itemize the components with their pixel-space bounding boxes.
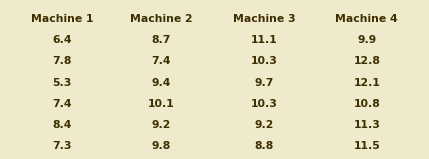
Text: 9.9: 9.9 [357, 35, 376, 45]
Text: 12.1: 12.1 [353, 78, 380, 88]
Text: 10.3: 10.3 [251, 56, 277, 66]
Text: 9.2: 9.2 [254, 120, 274, 130]
Text: 11.5: 11.5 [353, 141, 380, 151]
Text: 7.3: 7.3 [52, 141, 72, 151]
Text: 10.8: 10.8 [353, 99, 380, 109]
Text: 10.3: 10.3 [251, 99, 277, 109]
Text: 7.8: 7.8 [52, 56, 72, 66]
Text: 10.1: 10.1 [148, 99, 174, 109]
Text: 11.1: 11.1 [251, 35, 277, 45]
Text: Machine 1: Machine 1 [31, 14, 94, 24]
Text: 11.3: 11.3 [353, 120, 380, 130]
Text: Machine 4: Machine 4 [335, 14, 398, 24]
Text: 8.4: 8.4 [52, 120, 72, 130]
Text: 9.4: 9.4 [151, 78, 171, 88]
Text: 9.2: 9.2 [151, 120, 171, 130]
Text: Machine 2: Machine 2 [130, 14, 192, 24]
Text: Machine 3: Machine 3 [233, 14, 295, 24]
Text: 12.8: 12.8 [353, 56, 380, 66]
Text: 7.4: 7.4 [151, 56, 171, 66]
Text: 7.4: 7.4 [52, 99, 72, 109]
Text: 8.8: 8.8 [254, 141, 273, 151]
Text: 8.7: 8.7 [151, 35, 171, 45]
Text: 9.7: 9.7 [254, 78, 274, 88]
Text: 5.3: 5.3 [52, 78, 72, 88]
Text: 9.8: 9.8 [151, 141, 170, 151]
Text: 6.4: 6.4 [52, 35, 72, 45]
